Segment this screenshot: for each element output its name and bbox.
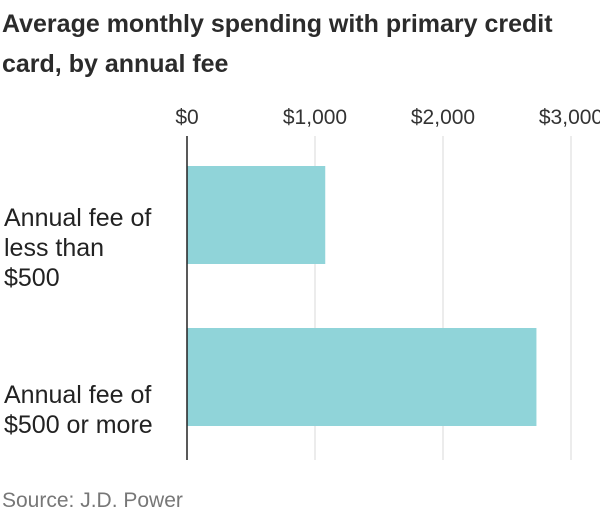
category-label-500-or-more: Annual fee of $500 or more: [4, 350, 153, 440]
x-tick-label: $2,000: [411, 106, 475, 129]
bar-500-or-more: [187, 328, 537, 426]
source-note: Source: J.D. Power: [2, 489, 183, 512]
bar-less-than-500: [187, 166, 326, 264]
category-label-less-than-500: Annual fee of less than $500: [4, 173, 151, 293]
x-tick-label: $3,000: [539, 106, 600, 129]
x-tick-label: $1,000: [283, 106, 347, 129]
category-label-text: Annual fee of less than $500: [4, 204, 152, 292]
x-tick-label: $0: [175, 106, 198, 129]
chart-title: Average monthly spending with primary cr…: [2, 10, 553, 78]
category-label-text: Annual fee of $500 or more: [4, 381, 153, 439]
